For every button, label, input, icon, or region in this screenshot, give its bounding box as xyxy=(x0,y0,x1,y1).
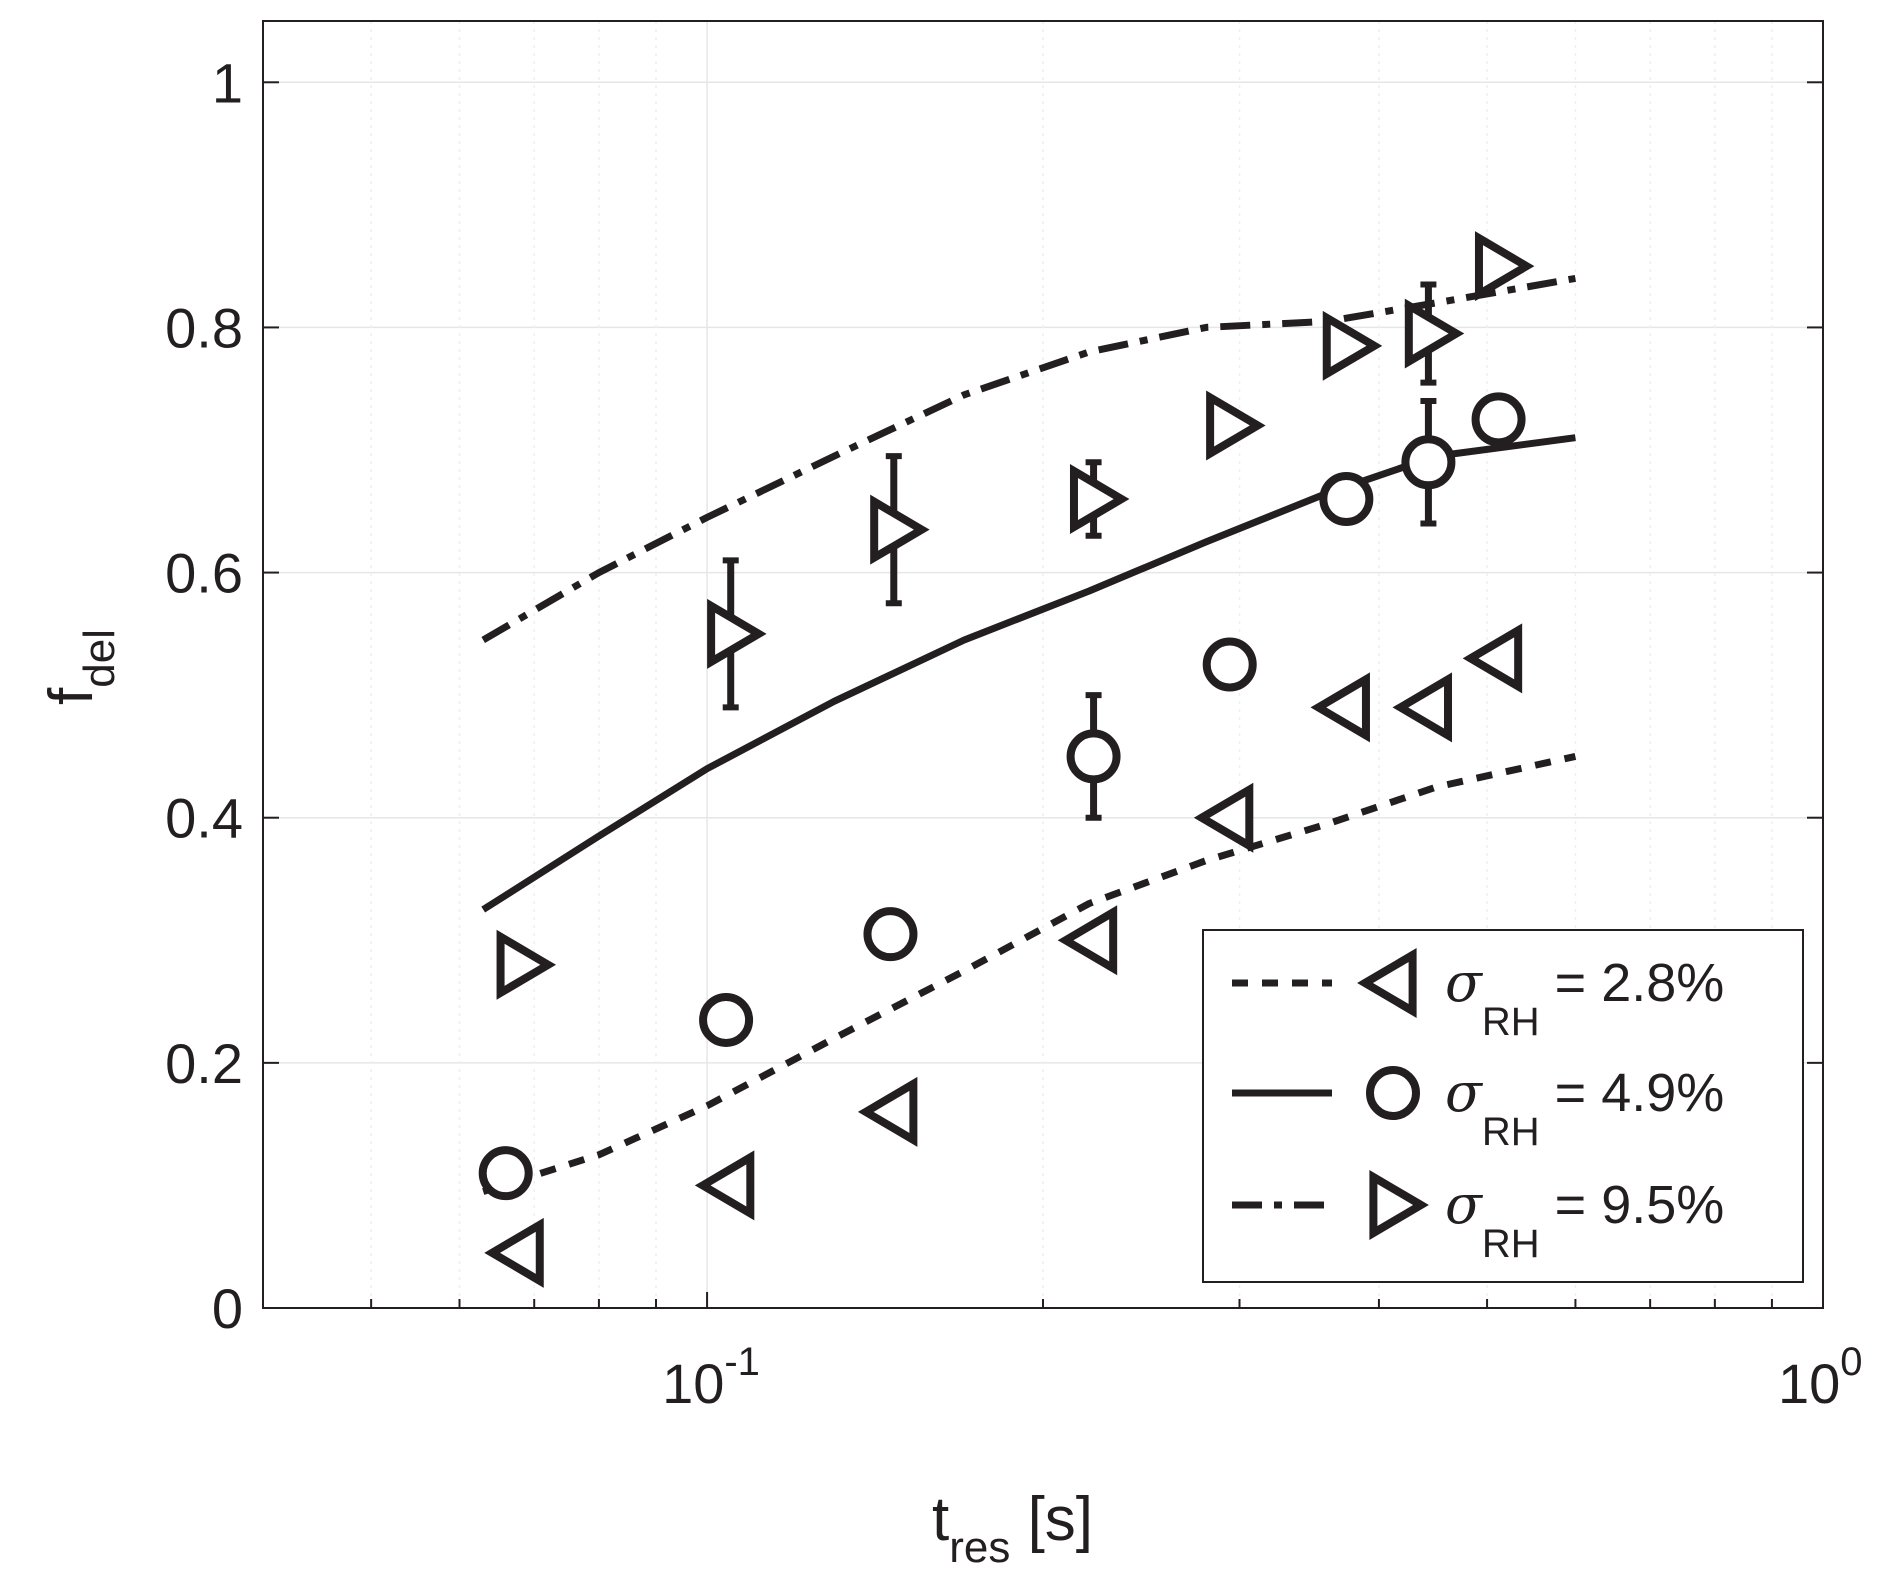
marker-series-0-2 xyxy=(857,1076,918,1147)
fit-line-series-2 xyxy=(481,274,1577,644)
marker-series-1-1 xyxy=(699,992,754,1047)
marker-series-1-4 xyxy=(1202,637,1257,692)
marker-series-2-6 xyxy=(1404,298,1465,369)
y-tick-label-4: 0.8 xyxy=(165,296,243,359)
marker-series-0-0 xyxy=(484,1217,544,1288)
marker-series-1-0 xyxy=(478,1146,533,1201)
marker-series-1-5 xyxy=(1319,472,1374,527)
fit-lines xyxy=(481,274,1577,1195)
marker-series-2-1 xyxy=(707,598,767,669)
x-axis-label: tres [s] xyxy=(932,1485,1093,1572)
y-tick-label-5: 1 xyxy=(212,51,243,114)
marker-series-1-2 xyxy=(863,907,918,962)
marker-series-0-1 xyxy=(694,1150,755,1221)
y-tick-label-0: 0 xyxy=(212,1277,243,1340)
y-axis-label: fdel xyxy=(37,629,124,705)
marker-series-1-3 xyxy=(1066,729,1121,784)
marker-series-2-2 xyxy=(870,494,930,565)
fit-line-series-0 xyxy=(482,752,1577,1195)
y-axis-ticks: 0 0.2 0.4 0.6 0.8 1 xyxy=(165,51,1823,1340)
legend-box xyxy=(1202,929,1804,1283)
marker-series-2-3 xyxy=(1069,464,1130,535)
marker-series-2-0 xyxy=(496,929,557,1000)
x-tick-label-0: 10-1 xyxy=(662,1340,760,1415)
y-tick-label-1: 0.2 xyxy=(165,1032,243,1095)
legend-label-2: σRH = 9.5% xyxy=(1445,1173,1724,1266)
legend-marker-2 xyxy=(1369,1170,1429,1240)
marker-series-1-7 xyxy=(1471,392,1526,447)
marker-series-0-6 xyxy=(1392,672,1453,743)
legend: σRH = 2.8% σRH = 4.9% σRH = 9.5% xyxy=(1202,929,1804,1283)
marker-series-0-4 xyxy=(1193,782,1254,853)
y-tick-label-3: 0.6 xyxy=(165,542,243,605)
marker-series-2-5 xyxy=(1322,310,1383,381)
y-tick-label-2: 0.4 xyxy=(165,787,243,850)
legend-label-1: σRH = 4.9% xyxy=(1445,1061,1724,1154)
x-axis-ticks: 10-1 100 xyxy=(262,1292,1863,1415)
legend-marker-0 xyxy=(1357,948,1417,1018)
marker-series-2-4 xyxy=(1206,390,1266,461)
marker-series-2-7 xyxy=(1474,231,1535,302)
marker-series-1-6 xyxy=(1401,435,1456,490)
legend-label-0: σRH = 2.8% xyxy=(1445,951,1724,1044)
x-tick-label-1: 100 xyxy=(1778,1340,1863,1415)
fit-line-series-1 xyxy=(481,434,1576,913)
marker-series-0-5 xyxy=(1310,672,1370,743)
marker-series-0-7 xyxy=(1462,623,1523,694)
legend-marker-1 xyxy=(1366,1066,1420,1120)
marker-series-0-3 xyxy=(1057,905,1118,976)
data-markers xyxy=(478,231,1535,1288)
